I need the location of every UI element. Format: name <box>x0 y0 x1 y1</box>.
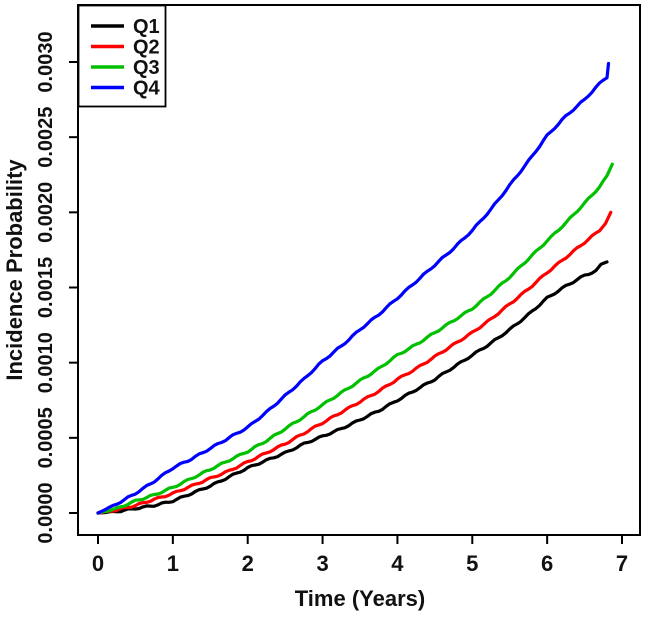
x-axis-tick-label: 2 <box>242 551 254 576</box>
x-axis-tick-label: 7 <box>616 551 628 576</box>
curve-Q4 <box>96 61 611 515</box>
y-axis-tick-label: 0.0015 <box>35 257 57 318</box>
x-axis-tick-label: 3 <box>316 551 328 576</box>
curves <box>96 61 614 515</box>
curve-Q1 <box>96 260 609 515</box>
y-axis-tick-label: 0.0020 <box>35 182 57 243</box>
x-axis-tick-label: 4 <box>391 551 404 576</box>
plot-border <box>77 4 641 536</box>
legend-label-Q3: Q3 <box>133 57 160 79</box>
x-axis-tick-label: 5 <box>466 551 478 576</box>
axes: 0 1 2 3 4 5 6 7 0.0000 0.0005 0.0010 0.0015 0.0020 0.… <box>2 31 628 611</box>
y-axis-title: Incidence Probability <box>2 159 27 381</box>
legend-label-Q4: Q4 <box>133 78 161 100</box>
y-axis-tick-label: 0.0010 <box>35 332 57 393</box>
y-axis-tick-label: 0.0005 <box>35 407 57 468</box>
legend-label-Q1: Q1 <box>133 16 160 38</box>
x-axis-title: Time (Years) <box>295 586 425 611</box>
x-axis-tick-label: 0 <box>92 551 104 576</box>
plot-frame <box>77 4 641 536</box>
x-axis-tick-label: 6 <box>541 551 553 576</box>
curve-Q2 <box>96 210 613 515</box>
legend-box <box>77 4 167 108</box>
x-axis-tick-label: 1 <box>167 551 179 576</box>
y-axis-tick-label: 0.0025 <box>35 107 57 168</box>
legend-label-Q2: Q2 <box>133 37 160 59</box>
y-axis-tick-label: 0.0030 <box>35 31 57 92</box>
y-axis-tick-label: 0.0000 <box>35 482 57 543</box>
curve-Q3 <box>96 162 614 515</box>
